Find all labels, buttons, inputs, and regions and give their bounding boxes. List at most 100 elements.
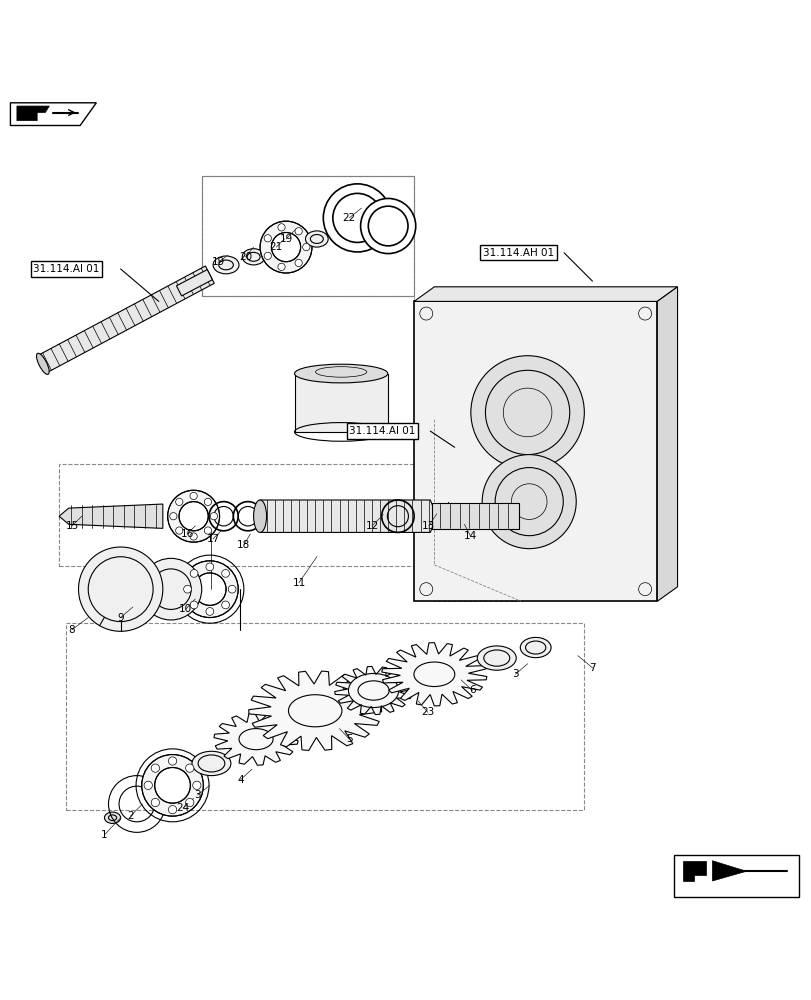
Text: 10: 10 bbox=[178, 604, 192, 614]
Circle shape bbox=[151, 764, 159, 772]
Text: 8: 8 bbox=[69, 625, 75, 635]
Polygon shape bbox=[213, 713, 298, 765]
Circle shape bbox=[204, 498, 212, 506]
Text: 15: 15 bbox=[66, 521, 79, 531]
Circle shape bbox=[277, 263, 285, 270]
Ellipse shape bbox=[294, 364, 388, 383]
Polygon shape bbox=[334, 666, 412, 715]
Polygon shape bbox=[672, 855, 798, 897]
Circle shape bbox=[264, 252, 271, 260]
Text: 9: 9 bbox=[118, 613, 124, 623]
Circle shape bbox=[183, 585, 191, 593]
Circle shape bbox=[186, 764, 194, 772]
Circle shape bbox=[482, 455, 576, 549]
Text: 16: 16 bbox=[180, 529, 194, 539]
Polygon shape bbox=[176, 270, 212, 296]
Text: 18: 18 bbox=[237, 540, 251, 550]
Circle shape bbox=[303, 243, 310, 251]
Circle shape bbox=[190, 533, 197, 540]
Text: 19: 19 bbox=[279, 234, 292, 244]
Circle shape bbox=[470, 356, 584, 469]
Polygon shape bbox=[414, 301, 656, 601]
Circle shape bbox=[168, 757, 177, 765]
Circle shape bbox=[144, 781, 152, 789]
Text: 19: 19 bbox=[211, 257, 225, 267]
Circle shape bbox=[168, 806, 177, 814]
Polygon shape bbox=[260, 500, 436, 532]
Circle shape bbox=[271, 232, 300, 262]
Polygon shape bbox=[711, 861, 745, 881]
Text: 12: 12 bbox=[365, 521, 378, 531]
Circle shape bbox=[221, 570, 230, 577]
Text: 2: 2 bbox=[127, 811, 134, 821]
Circle shape bbox=[155, 768, 190, 803]
Text: 3: 3 bbox=[194, 790, 201, 800]
Text: 20: 20 bbox=[238, 252, 251, 262]
Circle shape bbox=[277, 224, 285, 231]
Text: 31.114.AI 01: 31.114.AI 01 bbox=[349, 426, 415, 436]
Circle shape bbox=[142, 755, 203, 816]
Circle shape bbox=[294, 259, 302, 267]
Polygon shape bbox=[17, 106, 49, 121]
Ellipse shape bbox=[191, 751, 230, 776]
Polygon shape bbox=[59, 504, 163, 528]
Circle shape bbox=[175, 527, 182, 534]
Ellipse shape bbox=[36, 353, 49, 374]
Text: 22: 22 bbox=[342, 213, 355, 223]
Circle shape bbox=[178, 502, 208, 531]
Ellipse shape bbox=[242, 249, 264, 265]
Circle shape bbox=[140, 558, 201, 620]
Text: 31.114.AH 01: 31.114.AH 01 bbox=[483, 248, 553, 258]
Text: 7: 7 bbox=[589, 663, 595, 673]
Polygon shape bbox=[414, 287, 676, 301]
Circle shape bbox=[206, 563, 213, 571]
Text: 14: 14 bbox=[464, 531, 477, 541]
Circle shape bbox=[151, 798, 159, 807]
Text: 17: 17 bbox=[206, 534, 220, 544]
Text: 13: 13 bbox=[422, 521, 435, 531]
Ellipse shape bbox=[105, 812, 121, 823]
Text: 3: 3 bbox=[512, 669, 518, 679]
Ellipse shape bbox=[212, 256, 238, 274]
Circle shape bbox=[181, 561, 238, 618]
Text: 5: 5 bbox=[345, 734, 352, 744]
Polygon shape bbox=[682, 861, 705, 881]
Polygon shape bbox=[248, 671, 381, 750]
Circle shape bbox=[260, 221, 311, 273]
Circle shape bbox=[175, 498, 182, 506]
Circle shape bbox=[264, 235, 271, 242]
Polygon shape bbox=[656, 287, 676, 601]
Text: 11: 11 bbox=[292, 578, 305, 588]
Circle shape bbox=[323, 184, 391, 252]
Circle shape bbox=[210, 513, 217, 520]
Polygon shape bbox=[11, 103, 97, 125]
Polygon shape bbox=[38, 266, 214, 372]
Ellipse shape bbox=[305, 231, 328, 247]
Text: 21: 21 bbox=[269, 242, 282, 252]
Text: 1: 1 bbox=[101, 830, 108, 840]
Circle shape bbox=[228, 585, 236, 593]
Circle shape bbox=[192, 781, 201, 789]
Circle shape bbox=[204, 527, 212, 534]
Text: 31.114.AI 01: 31.114.AI 01 bbox=[33, 264, 100, 274]
Text: 4: 4 bbox=[237, 775, 243, 785]
Circle shape bbox=[221, 601, 230, 609]
Text: 24: 24 bbox=[176, 803, 190, 813]
Ellipse shape bbox=[520, 637, 551, 658]
Circle shape bbox=[168, 490, 219, 542]
Circle shape bbox=[190, 601, 198, 609]
Text: 6: 6 bbox=[469, 685, 475, 695]
Circle shape bbox=[360, 198, 415, 254]
Polygon shape bbox=[431, 503, 519, 529]
Circle shape bbox=[79, 547, 163, 631]
Circle shape bbox=[190, 570, 198, 577]
Polygon shape bbox=[294, 374, 388, 432]
Circle shape bbox=[206, 608, 213, 615]
Ellipse shape bbox=[477, 646, 516, 670]
Circle shape bbox=[190, 492, 197, 500]
Circle shape bbox=[193, 573, 225, 605]
Ellipse shape bbox=[253, 500, 266, 532]
Circle shape bbox=[294, 228, 302, 235]
Text: 23: 23 bbox=[421, 707, 434, 717]
Circle shape bbox=[186, 798, 194, 807]
